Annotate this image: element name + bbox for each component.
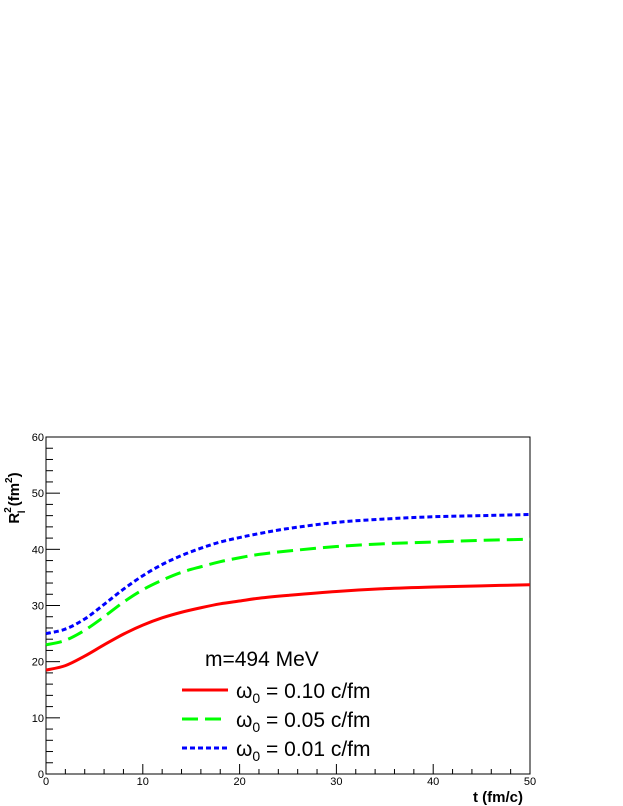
y-tick-label: 0: [38, 769, 44, 781]
legend: m=494 MeV ω0 = 0.10 c/fm ω0 = 0.05 c/fm ω0 …: [182, 648, 371, 764]
legend-entry-3: ω0 = 0.01 c/fm: [236, 738, 371, 764]
series-line-2: [45, 537, 531, 647]
x-tick-label: 50: [524, 776, 536, 788]
y-axis-title-unit-sup: 2: [4, 477, 15, 483]
y-tick-label: 20: [32, 657, 44, 669]
x-axis-title: t (fm/c): [473, 789, 523, 806]
x-tick-label: 30: [330, 776, 342, 788]
tick-labels: 0 10 20 30 40 50 0 10 20 30 40 50 60: [32, 432, 536, 788]
y-tick-label: 60: [32, 432, 44, 444]
x-tick-label: 40: [427, 776, 439, 788]
y-axis-title: R2 l (fm2): [3, 472, 28, 523]
x-tick-label: 10: [137, 776, 149, 788]
y-axis-title-sub: l: [17, 510, 28, 513]
legend-entry-1: ω0 = 0.10 c/fm: [236, 680, 371, 706]
legend-entry-2: ω0 = 0.05 c/fm: [236, 709, 371, 735]
axis-ticks: [45, 436, 531, 775]
series-lines: [45, 513, 531, 672]
y-axis-title-sup: 2: [3, 507, 14, 513]
y-tick-label: 10: [32, 713, 44, 725]
series-line-3: [45, 513, 531, 636]
y-tick-label: 50: [32, 488, 44, 500]
x-tick-label: 0: [43, 776, 49, 788]
series-line-1: [45, 583, 531, 672]
y-axis-title-base: R: [6, 513, 23, 524]
y-axis-title-unit: (fm: [6, 483, 23, 511]
legend-header: m=494 MeV: [205, 648, 319, 671]
x-tick-label: 20: [233, 776, 245, 788]
y-tick-label: 30: [32, 601, 44, 613]
y-axis-title-unit-close: ): [6, 472, 23, 477]
y-tick-label: 40: [32, 544, 44, 556]
